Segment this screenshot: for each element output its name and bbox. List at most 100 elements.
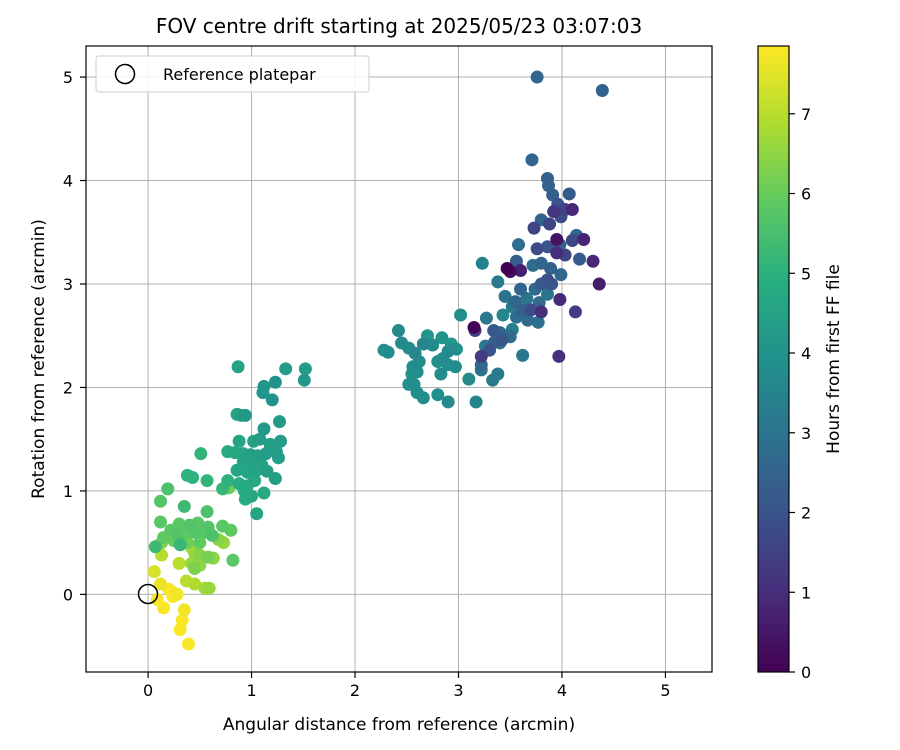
data-point: [221, 474, 235, 488]
data-point: [177, 603, 191, 617]
data-point: [201, 550, 215, 564]
x-tick-label: 0: [143, 681, 153, 700]
data-point: [205, 528, 219, 542]
data-point: [256, 386, 270, 400]
data-point: [467, 320, 481, 334]
data-point: [265, 393, 279, 407]
data-point: [534, 305, 548, 319]
colorbar: 0 1 2 3 4 5 6 7 Hours from first FF file: [757, 45, 844, 682]
data-point: [250, 507, 264, 521]
reference-point-marker: [137, 583, 159, 605]
colorbar-tick-label: 2: [801, 504, 811, 523]
colorbar-tick-label: 4: [801, 344, 811, 363]
data-point: [592, 277, 606, 291]
data-point: [586, 254, 600, 268]
data-point: [232, 434, 246, 448]
data-point: [475, 256, 489, 270]
data-point: [521, 313, 535, 327]
data-point: [226, 553, 240, 567]
y-tick-label: 0: [63, 585, 73, 604]
data-point: [544, 261, 558, 275]
data-point: [469, 395, 483, 409]
y-tick-label: 1: [63, 482, 73, 501]
data-point: [573, 252, 587, 266]
data-point: [173, 538, 187, 552]
y-axis-label: Rotation from reference (arcmin): [29, 219, 49, 499]
data-point: [491, 275, 505, 289]
data-point: [525, 153, 539, 167]
data-point: [202, 581, 216, 595]
data-point: [216, 519, 230, 533]
data-point: [500, 261, 514, 275]
y-tick-label: 3: [63, 275, 73, 294]
data-point: [193, 536, 207, 550]
data-point: [527, 221, 541, 235]
data-point: [268, 375, 282, 389]
x-tick-label: 2: [350, 681, 360, 700]
data-point: [153, 577, 167, 591]
data-point: [512, 238, 526, 252]
data-point: [595, 83, 609, 97]
data-point: [434, 367, 448, 381]
data-point: [245, 458, 259, 472]
data-point: [157, 601, 171, 615]
data-point: [514, 264, 528, 278]
data-point: [408, 346, 422, 360]
chart-title: FOV centre drift starting at 2025/05/23 …: [156, 14, 642, 38]
data-point: [268, 472, 282, 486]
data-point: [259, 447, 273, 461]
data-point: [568, 305, 582, 319]
data-point: [377, 343, 391, 357]
data-point: [231, 360, 245, 374]
data-point: [298, 362, 312, 376]
data-point: [153, 494, 167, 508]
data-point: [245, 489, 259, 503]
x-tick-label: 1: [246, 681, 256, 700]
colorbar-tick-label: 5: [801, 264, 811, 283]
data-point: [550, 232, 564, 246]
data-point: [147, 565, 161, 579]
data-point: [257, 422, 271, 436]
data-point: [391, 324, 405, 338]
data-point: [562, 187, 576, 201]
colorbar-tick-label: 1: [801, 583, 811, 602]
data-point: [181, 637, 195, 651]
data-point: [188, 562, 202, 576]
data-point: [177, 499, 191, 513]
data-point: [170, 527, 184, 541]
legend: Reference platepar: [95, 55, 370, 93]
y-axis-ticks: 0 1 2 3 4 5: [63, 68, 86, 604]
data-point: [454, 308, 468, 322]
data-point: [153, 515, 167, 529]
data-points: [147, 70, 609, 651]
data-point: [395, 336, 409, 350]
data-point: [524, 303, 538, 317]
data-point: [462, 372, 476, 386]
data-point: [416, 391, 430, 405]
y-tick-label: 2: [63, 378, 73, 397]
data-point: [279, 362, 293, 376]
data-point: [441, 395, 455, 409]
data-point: [486, 373, 500, 387]
colorbar-tick-label: 6: [801, 185, 811, 204]
data-point: [274, 434, 288, 448]
data-point: [188, 525, 202, 539]
data-point: [272, 415, 286, 429]
data-point: [148, 540, 162, 554]
data-point: [554, 268, 568, 282]
data-point: [200, 474, 214, 488]
data-point: [253, 432, 267, 446]
x-axis-label: Angular distance from reference (arcmin): [223, 715, 575, 735]
data-point: [186, 470, 200, 484]
colorbar-label: Hours from first FF file: [824, 264, 844, 454]
data-point: [257, 486, 271, 500]
legend-box: [95, 55, 370, 93]
data-point: [297, 373, 311, 387]
x-tick-label: 4: [557, 681, 567, 700]
data-point: [565, 234, 579, 248]
data-point: [238, 408, 252, 422]
data-point: [431, 388, 445, 402]
data-point: [531, 315, 545, 329]
grid-lines: [86, 46, 712, 672]
colorbar-gradient: [757, 45, 790, 673]
